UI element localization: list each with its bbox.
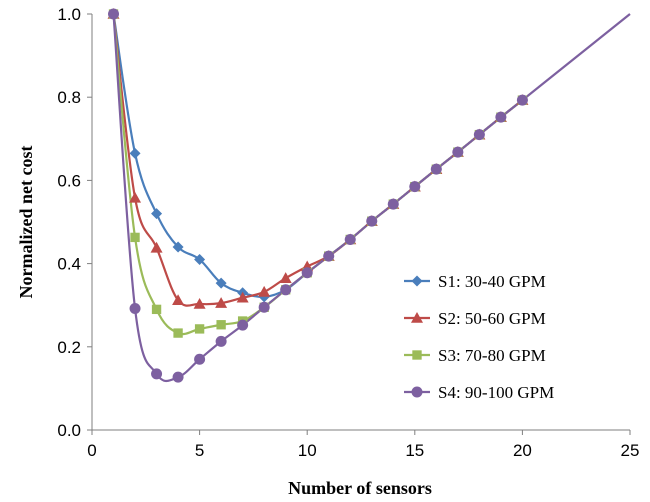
tick-labels: 0 5 10 15 20 25 0.0 0.2 0.4 0.6 0.8 1.0 — [57, 5, 639, 460]
data-point-s2-50-60-gpm — [215, 297, 228, 308]
data-point-s1-30-40-gpm — [215, 277, 227, 289]
data-point-s4-90-100-gpm — [452, 146, 464, 158]
data-point-s4-90-100-gpm — [301, 267, 313, 279]
series-line-s2-50-60-gpm — [112, 13, 524, 307]
data-point-s1-30-40-gpm — [151, 208, 163, 220]
data-point-s4-90-100-gpm — [430, 163, 442, 175]
y-tick-label: 0.0 — [57, 421, 81, 440]
data-point-s4-90-100-gpm — [194, 353, 206, 365]
y-axis-title: Normalized net cost — [16, 146, 36, 299]
data-point-s4-90-100-gpm — [323, 250, 335, 262]
data-point-s4-90-100-gpm — [473, 129, 485, 141]
x-tick-label: 10 — [298, 441, 317, 460]
data-point-s4-90-100-gpm — [129, 303, 141, 315]
data-point-s3-70-80-gpm — [194, 324, 205, 334]
data-point-s3-70-80-gpm — [216, 320, 226, 330]
data-point-s4-90-100-gpm — [409, 181, 421, 193]
series-markers — [107, 8, 529, 383]
legend-marker — [411, 312, 423, 323]
data-point-s2-50-60-gpm — [279, 272, 292, 283]
y-tick-label: 1.0 — [57, 5, 81, 24]
legend: S1: 30-40 GPM S2: 50-60 GPM S3: 70-80 GPM S… — [404, 272, 554, 402]
data-point-s1-30-40-gpm — [172, 241, 184, 253]
data-point-s4-90-100-gpm — [495, 111, 507, 123]
y-tick-label: 0.8 — [57, 88, 81, 107]
data-point-s4-90-100-gpm — [516, 94, 528, 106]
data-point-s4-90-100-gpm — [387, 198, 399, 210]
x-tick-label: 15 — [405, 441, 424, 460]
axes — [87, 13, 631, 435]
legend-marker — [412, 350, 422, 360]
data-point-s3-70-80-gpm — [130, 232, 140, 243]
data-point-s2-50-60-gpm — [258, 285, 271, 297]
legend-label: S1: 30-40 GPM — [438, 272, 546, 291]
data-point-s2-50-60-gpm — [129, 191, 142, 203]
data-point-s4-90-100-gpm — [366, 215, 378, 227]
x-axis-title: Number of sensors — [288, 478, 432, 498]
data-point-s4-90-100-gpm — [258, 301, 270, 313]
data-point-s4-90-100-gpm — [172, 371, 184, 383]
data-point-s3-70-80-gpm — [173, 328, 183, 338]
y-tick-label: 0.4 — [57, 255, 81, 274]
series-line-extension — [521, 13, 631, 101]
data-point-s2-50-60-gpm — [193, 297, 206, 309]
data-point-s2-50-60-gpm — [172, 294, 185, 306]
x-tick-label: 20 — [513, 441, 532, 460]
x-tick-label: 0 — [87, 441, 96, 460]
data-point-s4-90-100-gpm — [344, 233, 356, 245]
series-lines — [112, 13, 631, 383]
data-point-s4-90-100-gpm — [108, 8, 120, 20]
legend-label: S2: 50-60 GPM — [438, 309, 546, 328]
data-point-s4-90-100-gpm — [151, 368, 163, 380]
data-point-s2-50-60-gpm — [236, 291, 249, 303]
data-point-s4-90-100-gpm — [215, 335, 227, 347]
legend-label: S4: 90-100 GPM — [438, 383, 554, 402]
data-point-s4-90-100-gpm — [280, 284, 292, 296]
legend-marker — [411, 386, 423, 398]
legend-label: S3: 70-80 GPM — [438, 346, 546, 365]
data-point-s1-30-40-gpm — [194, 253, 206, 265]
y-tick-label: 0.6 — [57, 171, 81, 190]
data-point-s3-70-80-gpm — [151, 304, 162, 315]
data-point-s2-50-60-gpm — [150, 241, 163, 253]
x-tick-label: 25 — [621, 441, 640, 460]
data-point-s1-30-40-gpm — [129, 147, 141, 159]
data-point-s4-90-100-gpm — [237, 319, 249, 331]
legend-marker — [411, 275, 423, 287]
x-tick-label: 5 — [195, 441, 204, 460]
y-tick-label: 0.2 — [57, 338, 81, 357]
